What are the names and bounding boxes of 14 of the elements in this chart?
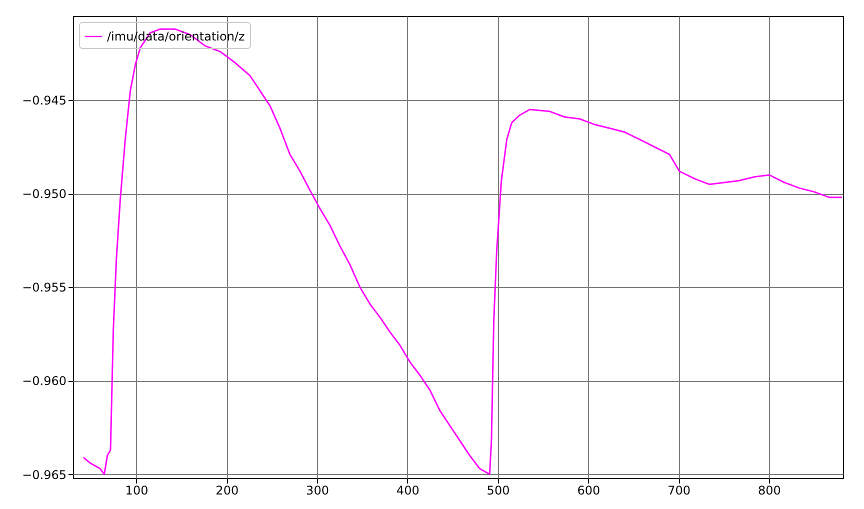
- x-tick-label: 100: [125, 484, 148, 498]
- x-tick-label: 600: [577, 484, 600, 498]
- y-tick-label: −0.950: [22, 187, 66, 202]
- x-tick-label: 800: [758, 484, 781, 498]
- y-tick-label: −0.965: [22, 468, 66, 482]
- x-tick-label: 700: [668, 484, 690, 498]
- x-tick-label: 200: [216, 484, 239, 498]
- x-tick-label: 500: [486, 484, 510, 498]
- x-tick-label: 400: [396, 484, 420, 498]
- x-tick-label: 300: [306, 484, 329, 498]
- y-tick-label: −0.955: [22, 280, 66, 295]
- y-tick-label: −0.945: [22, 94, 66, 108]
- y-tick-label: −0.960: [22, 374, 66, 388]
- line-series: [82, 28, 843, 476]
